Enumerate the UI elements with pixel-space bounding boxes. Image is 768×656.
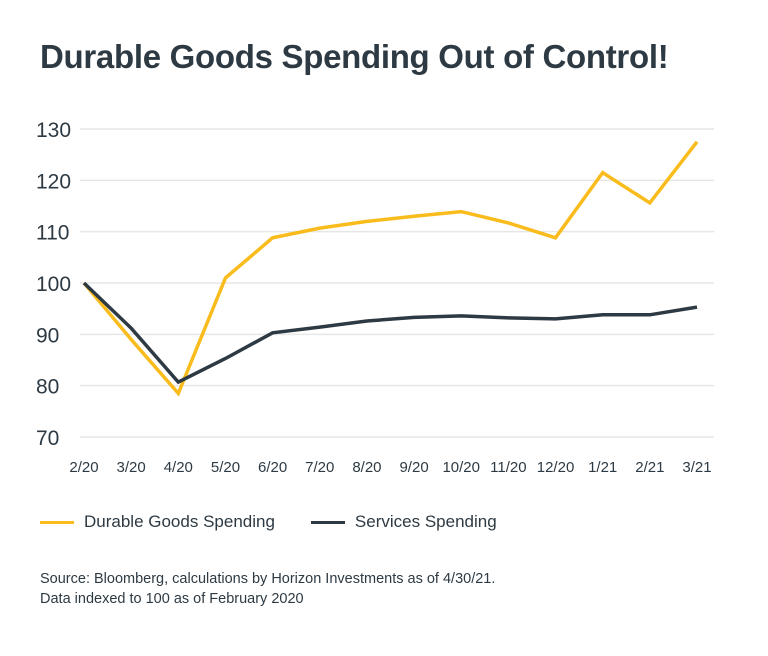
x-tick-label: 11/20: [490, 459, 526, 476]
x-tick-label: 6/20: [258, 459, 287, 476]
y-tick-label: 80: [36, 376, 59, 399]
x-tick-label: 1/21: [588, 459, 617, 476]
x-tick-label: 9/20: [399, 459, 428, 476]
y-tick-label: 130: [36, 119, 71, 142]
x-tick-label: 2/20: [69, 459, 98, 476]
y-tick-label: 90: [36, 324, 59, 347]
x-tick-label: 2/21: [635, 459, 664, 476]
x-tick-label: 7/20: [305, 459, 334, 476]
x-tick-label: 3/20: [117, 459, 146, 476]
legend-item-durable: Durable Goods Spending: [40, 512, 275, 532]
source-line-2: Data indexed to 100 as of February 2020: [40, 591, 304, 607]
legend: Durable Goods Spending Services Spending: [40, 512, 497, 532]
legend-item-services: Services Spending: [310, 512, 497, 532]
source-line-1: Source: Bloomberg, calculations by Horiz…: [40, 571, 496, 587]
y-tick-label: 110: [36, 222, 69, 245]
source-note: Source: Bloomberg, calculations by Horiz…: [40, 569, 495, 609]
legend-label-durable: Durable Goods Spending: [84, 512, 275, 531]
x-tick-label: 8/20: [352, 459, 381, 476]
x-tick-label: 10/20: [442, 459, 480, 476]
series-line-durable: [82, 140, 699, 397]
chart-title: Durable Goods Spending Out of Control!: [40, 38, 669, 75]
legend-swatch-services: [310, 520, 345, 524]
x-tick-label: 3/21: [682, 459, 711, 476]
y-tick-label: 70: [36, 427, 59, 450]
x-tick-label: 12/20: [537, 459, 575, 476]
series-line-services: [82, 281, 698, 385]
line-chart: 70 80 90 100 110 120 130 2/20 3/20 4/20 5/20 6/20 7/…: [36, 119, 714, 476]
y-tick-label: 120: [36, 170, 71, 193]
x-tick-label: 4/20: [164, 459, 193, 476]
y-tick-label: 100: [36, 273, 71, 296]
x-tick-label: 5/20: [211, 459, 240, 476]
legend-swatch-durable: [40, 520, 74, 524]
legend-label-services: Services Spending: [354, 512, 497, 531]
